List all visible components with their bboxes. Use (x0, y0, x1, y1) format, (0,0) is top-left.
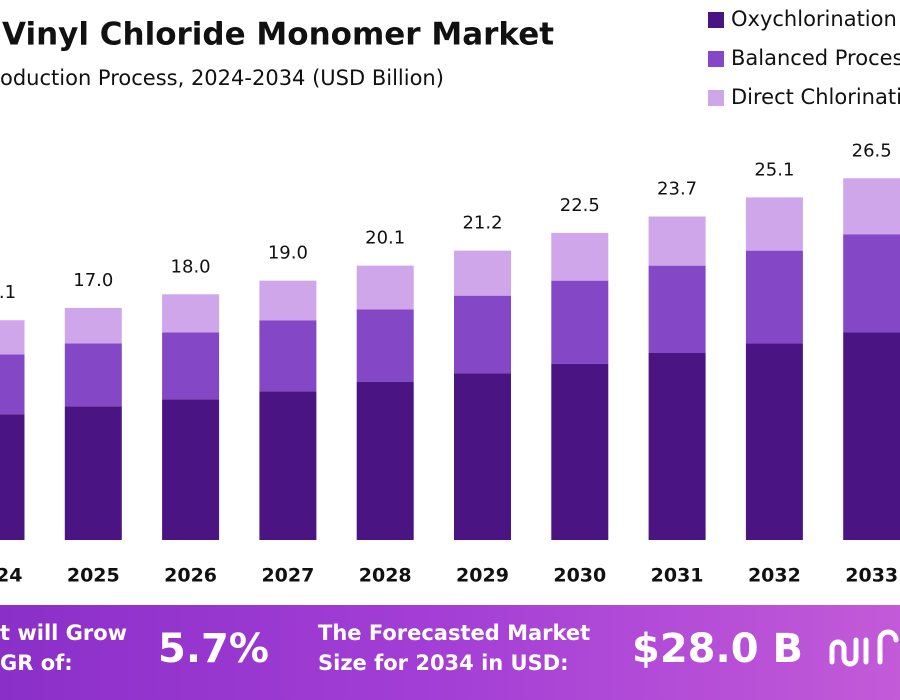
x-tick-label: 2029 (456, 565, 509, 587)
bar-segment (843, 178, 900, 235)
total-label: 18.0 (171, 256, 211, 277)
bar-segment (843, 332, 900, 540)
legend-swatch (708, 90, 724, 106)
legend-swatch (708, 12, 724, 28)
bar-segment (551, 280, 609, 364)
chart-subtitle: oduction Process, 2024-2034 (USD Billion… (0, 66, 444, 90)
total-label: 20.1 (365, 228, 405, 249)
bar-segment (454, 373, 511, 540)
footer-banner (0, 605, 900, 700)
bar-segment (648, 265, 706, 353)
bar-segment (843, 234, 900, 333)
chart-title: Vinyl Chloride Monomer Market (2, 17, 554, 53)
bar-segment (162, 332, 220, 400)
logo (829, 629, 899, 667)
forecast-value: $28.0 B (632, 626, 803, 672)
bar-segment (259, 280, 317, 321)
bar-segment (551, 232, 609, 281)
total-label: 22.5 (560, 195, 600, 216)
bar-segment (259, 391, 317, 540)
total-label: 21.2 (462, 213, 502, 234)
x-tick-label: 2026 (164, 565, 217, 587)
bar-segment (356, 381, 414, 540)
legend-label: Direct Chlorination (731, 85, 900, 109)
total-label: 25.1 (754, 159, 794, 180)
bar-segment (648, 352, 706, 540)
bar-segment (454, 250, 511, 296)
x-tick-label: 2027 (261, 565, 314, 587)
total-label: 16.1 (0, 282, 16, 303)
bar-segment (648, 216, 706, 266)
forecast-text: The Forecasted Market (318, 621, 590, 645)
bar-segment (259, 320, 317, 392)
total-label: 26.5 (852, 140, 892, 161)
bar-segment (162, 294, 220, 333)
bar-segment (64, 343, 122, 407)
x-tick-label: 2024 (0, 565, 22, 587)
legend-swatch (708, 51, 724, 67)
cagr-value: 5.7% (158, 626, 269, 672)
cagr-text: GR of: (0, 651, 73, 675)
total-label: 23.7 (657, 178, 697, 199)
bar-segment (745, 343, 803, 540)
total-label: 19.0 (268, 243, 308, 264)
x-tick-label: 2028 (359, 565, 412, 587)
bar-segment (0, 320, 25, 355)
cagr-text: t will Grow (0, 621, 127, 645)
x-tick-label: 2025 (67, 565, 120, 587)
x-tick-label: 2033 (845, 565, 898, 587)
bar-segment (64, 406, 122, 540)
x-tick-label: 2032 (748, 565, 801, 587)
bar-segment (162, 399, 220, 540)
legend-label: Balanced Process (731, 46, 900, 70)
bar-segment (356, 265, 414, 310)
x-tick-label: 2031 (651, 565, 704, 587)
bar-segment (356, 309, 414, 382)
x-tick-label: 2030 (553, 565, 606, 587)
bar-segment (745, 197, 803, 251)
bar-segment (454, 295, 511, 374)
legend-label: Oxychlorination (731, 7, 897, 31)
bar-segment (0, 414, 25, 540)
bar-segment (0, 354, 25, 415)
forecast-text: Size for 2034 in USD: (318, 651, 569, 675)
bar-segment (745, 250, 803, 344)
bar-segment (551, 363, 609, 540)
bar-segment (64, 307, 122, 344)
total-label: 17.0 (73, 270, 113, 291)
